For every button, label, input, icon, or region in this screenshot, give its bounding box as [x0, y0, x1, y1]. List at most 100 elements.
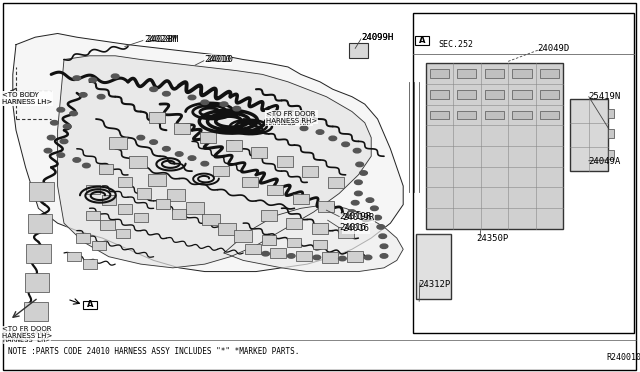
Bar: [242, 177, 258, 187]
Text: 24049D: 24049D: [538, 44, 570, 53]
Circle shape: [371, 206, 378, 211]
Text: <TO FR DOOR
HARNESS RH>: <TO FR DOOR HARNESS RH>: [266, 113, 312, 125]
Bar: [416, 234, 451, 299]
Bar: [234, 230, 252, 242]
Circle shape: [97, 94, 105, 99]
Bar: [322, 252, 338, 263]
Bar: [512, 90, 531, 99]
Bar: [540, 90, 559, 99]
Bar: [25, 273, 49, 292]
Bar: [426, 63, 563, 229]
Bar: [458, 90, 476, 99]
Circle shape: [364, 255, 372, 260]
Bar: [348, 251, 364, 262]
Circle shape: [313, 255, 321, 260]
Bar: [100, 220, 115, 230]
Text: 24350P: 24350P: [477, 234, 509, 243]
Circle shape: [316, 130, 324, 134]
Circle shape: [137, 135, 145, 140]
Circle shape: [360, 171, 367, 175]
Circle shape: [47, 135, 55, 140]
Circle shape: [73, 76, 81, 80]
Text: 24010: 24010: [205, 55, 232, 64]
Bar: [292, 194, 308, 204]
Text: R2400107: R2400107: [607, 353, 640, 362]
Circle shape: [57, 108, 65, 112]
Bar: [570, 99, 608, 171]
Bar: [349, 43, 368, 58]
Circle shape: [356, 162, 364, 167]
Circle shape: [351, 201, 359, 205]
Text: 24016: 24016: [339, 223, 366, 232]
Circle shape: [300, 126, 308, 131]
Bar: [485, 90, 504, 99]
Circle shape: [366, 198, 374, 202]
Circle shape: [44, 148, 52, 153]
Circle shape: [163, 92, 170, 96]
Bar: [262, 235, 276, 245]
Bar: [226, 140, 242, 151]
Bar: [118, 204, 132, 214]
Bar: [608, 109, 614, 118]
Bar: [608, 150, 614, 159]
Bar: [92, 241, 106, 250]
Text: <TO FR DOOR
HARNESS LH>: <TO FR DOOR HARNESS LH>: [2, 327, 52, 339]
Circle shape: [70, 111, 77, 116]
Bar: [83, 301, 97, 309]
Circle shape: [51, 121, 58, 125]
Polygon shape: [58, 56, 371, 268]
Circle shape: [163, 147, 170, 151]
Bar: [415, 36, 429, 45]
Circle shape: [201, 161, 209, 166]
Bar: [540, 110, 559, 119]
Bar: [26, 244, 51, 263]
Bar: [129, 156, 147, 168]
Text: SEC.252: SEC.252: [438, 40, 474, 49]
Bar: [261, 210, 276, 221]
Bar: [319, 201, 334, 212]
Text: <TO BODY
HARNESS LH>: <TO BODY HARNESS LH>: [2, 92, 52, 105]
Bar: [200, 132, 216, 143]
Circle shape: [233, 106, 241, 111]
Bar: [118, 177, 132, 187]
Text: <TO FR DOOR
HARNESS LH>: <TO FR DOOR HARNESS LH>: [3, 330, 50, 343]
Bar: [148, 174, 166, 186]
Bar: [277, 156, 293, 167]
Circle shape: [63, 124, 71, 129]
Bar: [296, 251, 312, 261]
Bar: [67, 252, 81, 261]
Bar: [458, 110, 476, 119]
Bar: [430, 69, 449, 78]
Text: NOTE :PARTS CODE 24010 HARNESS ASSY INCLUDES "*" *MARKED PARTS.: NOTE :PARTS CODE 24010 HARNESS ASSY INCL…: [8, 347, 299, 356]
Text: <TO FR DOOR
HARNESS RH>: <TO FR DOOR HARNESS RH>: [266, 111, 317, 124]
Bar: [76, 234, 90, 243]
Bar: [287, 218, 302, 229]
Circle shape: [57, 153, 65, 157]
Bar: [172, 209, 186, 219]
Text: 24019R: 24019R: [339, 212, 371, 221]
Bar: [156, 199, 170, 209]
Bar: [302, 166, 319, 177]
Bar: [312, 223, 328, 234]
Bar: [608, 129, 614, 138]
Bar: [148, 112, 165, 123]
Circle shape: [379, 234, 387, 238]
Circle shape: [348, 210, 356, 214]
Bar: [270, 248, 287, 258]
Circle shape: [201, 100, 209, 105]
Bar: [186, 202, 204, 214]
Text: 24099H: 24099H: [362, 33, 394, 42]
Bar: [485, 69, 504, 78]
Bar: [252, 147, 268, 158]
Bar: [512, 110, 531, 119]
Circle shape: [262, 251, 269, 256]
Circle shape: [287, 254, 295, 258]
Circle shape: [287, 121, 295, 125]
Text: <TO BODY
HARNESS LH>: <TO BODY HARNESS LH>: [3, 92, 50, 105]
Text: 24019R: 24019R: [342, 213, 374, 222]
Text: 24312P: 24312P: [419, 280, 451, 289]
Bar: [202, 214, 220, 225]
Bar: [338, 227, 354, 238]
Bar: [268, 185, 283, 195]
Circle shape: [220, 102, 228, 106]
